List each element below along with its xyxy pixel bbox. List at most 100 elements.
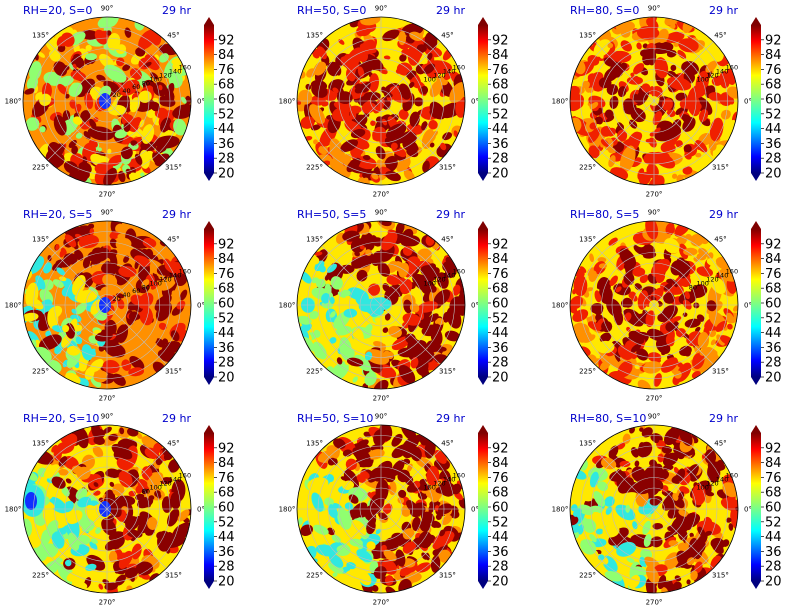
moisture-blob — [346, 157, 361, 173]
moisture-blob — [395, 221, 405, 236]
angular-gridline — [321, 508, 382, 569]
moisture-blob — [118, 470, 133, 488]
moisture-blob — [329, 138, 346, 165]
moisture-blob — [720, 109, 731, 120]
moisture-blob — [344, 502, 353, 510]
angle-tick-label: 45° — [167, 32, 179, 40]
moisture-blob — [673, 581, 682, 590]
radial-tick-label: 140 — [443, 67, 455, 75]
angle-tick-label: 270° — [646, 395, 663, 403]
moisture-blob — [371, 250, 384, 266]
colorbar-tick-label: 36 — [765, 341, 782, 356]
colorbar-tick-label: 20 — [765, 167, 782, 182]
moisture-blob — [652, 522, 664, 530]
angle-tick-label: 315° — [165, 367, 182, 375]
moisture-blob — [359, 245, 365, 250]
radial-tick-label: 160 — [453, 64, 465, 72]
angle-tick-label: 270° — [373, 599, 390, 607]
moisture-blob — [309, 104, 326, 124]
angle-tick-label: 270° — [646, 191, 663, 199]
angular-gridline — [653, 41, 714, 102]
angle-tick-label: 180° — [552, 98, 569, 106]
angular-gridline — [47, 449, 108, 510]
moisture-blob — [665, 222, 675, 235]
angular-gridline — [321, 449, 382, 510]
moisture-blob — [390, 142, 398, 150]
moisture-blob — [684, 318, 701, 328]
colorbar-tick-label: 84 — [492, 252, 509, 267]
polar-frame — [22, 16, 192, 186]
moisture-blob — [423, 63, 436, 74]
moisture-blob — [406, 256, 421, 269]
colorbar-tick-label: 92 — [218, 33, 235, 48]
moisture-blob — [72, 116, 83, 125]
moisture-blob — [162, 338, 169, 345]
moisture-blob — [140, 141, 157, 152]
moisture-blob — [663, 464, 674, 471]
colorbar-tick-label: 36 — [218, 545, 235, 560]
moisture-blob — [146, 323, 158, 344]
moisture-blob — [129, 356, 145, 370]
colorbar-tick-label: 28 — [765, 152, 782, 167]
moisture-blob — [411, 339, 428, 354]
moisture-blob — [116, 457, 132, 471]
colorbar-tick-label: 52 — [492, 107, 509, 122]
radial-tick-label: 140 — [716, 271, 728, 279]
moisture-blob — [98, 583, 104, 590]
moisture-blob — [458, 498, 465, 509]
moisture-blob — [679, 97, 694, 109]
panel-title: RH=80, S=10 — [570, 412, 646, 425]
moisture-blob — [75, 336, 83, 345]
moisture-blob — [683, 144, 692, 153]
moisture-blob — [115, 574, 126, 586]
moisture-blob — [102, 579, 110, 585]
moisture-blob — [68, 139, 77, 148]
moisture-blob — [374, 317, 381, 322]
radial-tick-label: 60 — [132, 83, 140, 91]
angle-tick-label: 45° — [441, 236, 453, 244]
moisture-blob — [601, 320, 613, 333]
colorbar-extend-max — [478, 221, 488, 229]
moisture-blob — [710, 277, 726, 295]
angle-tick-label: 135° — [306, 236, 323, 244]
moisture-blob — [338, 39, 345, 45]
colorbar-extend-min — [751, 581, 761, 589]
angle-tick-label: 225° — [579, 163, 596, 171]
colorbar-gradient — [204, 229, 214, 377]
angular-gridline — [594, 449, 655, 510]
angle-tick-label: 45° — [714, 32, 726, 40]
moisture-blob — [47, 254, 52, 262]
moisture-blob — [706, 491, 715, 497]
moisture-blob — [699, 49, 704, 54]
moisture-blob — [647, 488, 654, 495]
moisture-blob — [90, 376, 102, 388]
moisture-blob — [61, 285, 74, 297]
angle-tick-label: 225° — [306, 367, 323, 375]
moisture-blob — [600, 139, 610, 147]
moisture-blob — [637, 441, 653, 458]
moisture-blob — [354, 251, 360, 257]
colorbar-tick-label: 20 — [492, 575, 509, 590]
colorbar-tick-label: 60 — [765, 297, 782, 312]
angle-tick-label: 225° — [579, 367, 596, 375]
radial-tick-label: 160 — [179, 64, 191, 72]
polar-frame — [22, 220, 192, 390]
moisture-blob — [573, 274, 588, 297]
moisture-blob — [449, 81, 465, 104]
moisture-blob — [119, 495, 136, 506]
moisture-blob — [726, 312, 734, 322]
radial-tick-label: 20 — [113, 91, 121, 99]
colorbar-tick-label: 20 — [218, 371, 235, 386]
angle-tick-label: 90° — [648, 209, 660, 217]
moisture-blob — [328, 561, 344, 574]
colorbar-tick-label: 28 — [218, 152, 235, 167]
moisture-blob — [356, 549, 372, 563]
moisture-blob — [180, 96, 187, 104]
moisture-blob — [654, 438, 660, 444]
moisture-blob — [104, 342, 126, 358]
angular-gridline — [380, 304, 441, 365]
moisture-blob — [678, 38, 699, 53]
angle-tick-label: 45° — [714, 440, 726, 448]
